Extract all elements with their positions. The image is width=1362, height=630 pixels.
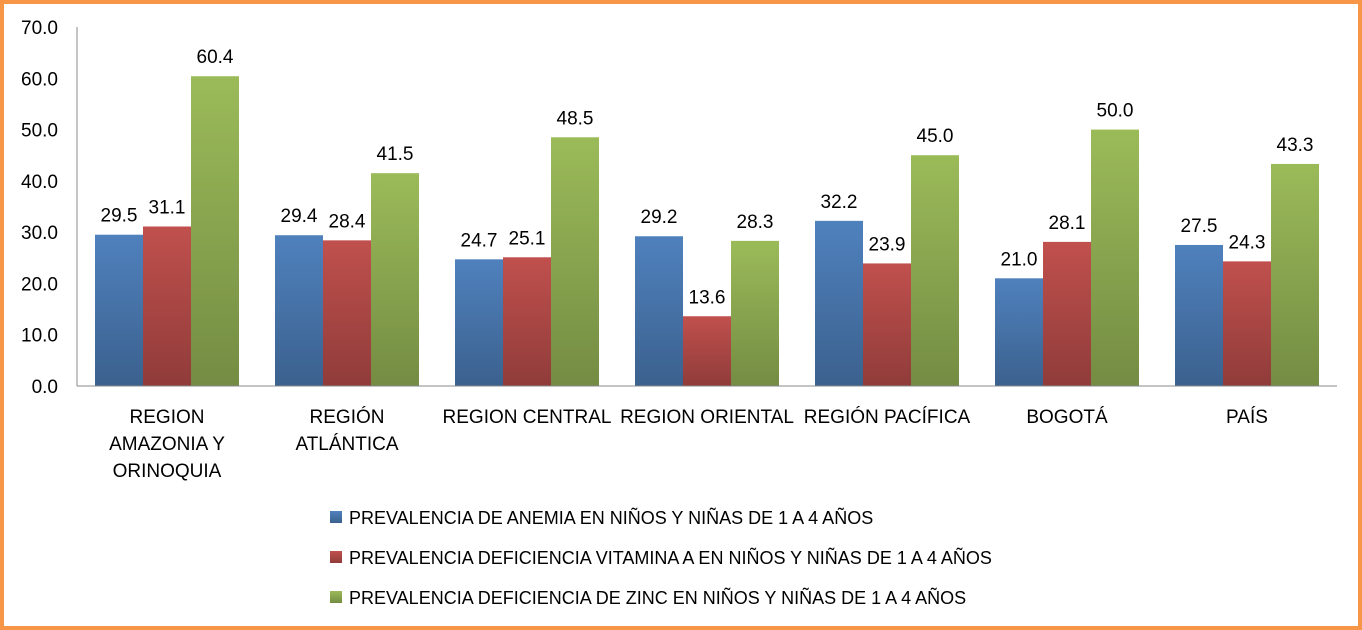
bar <box>1091 129 1139 387</box>
data-label: 21.0 <box>1001 249 1038 270</box>
legend-swatch <box>330 551 342 563</box>
x-tick-label: PAÍS <box>1226 407 1268 428</box>
bar <box>455 259 503 386</box>
legend-label: PREVALENCIA DEFICIENCIA VITAMINA A EN NI… <box>349 547 992 568</box>
bar <box>1175 244 1223 386</box>
data-label: 50.0 <box>1097 101 1134 122</box>
x-tick-label: REGION <box>130 407 205 428</box>
data-label: 41.5 <box>377 144 414 165</box>
y-tick-label: 70.0 <box>21 18 58 39</box>
data-label: 13.6 <box>689 287 726 308</box>
data-label: 24.3 <box>1229 232 1266 253</box>
x-tick-label: ORINOQUIA <box>113 461 222 482</box>
data-label: 29.5 <box>101 206 138 227</box>
bar <box>95 234 143 386</box>
legend-swatch <box>330 511 342 523</box>
x-tick-label: REGIÓN PACÍFICA <box>804 406 971 428</box>
bar <box>815 220 863 386</box>
data-label: 29.2 <box>641 207 678 228</box>
data-label: 24.7 <box>461 230 498 251</box>
x-tick-label: REGION CENTRAL <box>443 407 612 428</box>
data-label: 27.5 <box>1181 216 1218 237</box>
bar <box>995 278 1043 386</box>
bar <box>683 316 731 386</box>
y-tick-label: 40.0 <box>21 172 58 193</box>
y-tick-label: 0.0 <box>32 377 58 398</box>
bar <box>143 226 191 386</box>
data-label: 28.3 <box>737 212 774 233</box>
bar <box>323 240 371 386</box>
data-label: 23.9 <box>869 234 906 255</box>
data-label: 60.4 <box>197 47 234 68</box>
legend-label: PREVALENCIA DE ANEMIA EN NIÑOS Y NIÑAS D… <box>349 507 873 528</box>
y-tick-label: 50.0 <box>21 121 58 142</box>
data-label: 28.1 <box>1049 213 1086 234</box>
data-label: 29.4 <box>281 206 318 227</box>
x-tick-label: REGIÓN <box>310 406 385 428</box>
y-tick-label: 10.0 <box>21 326 58 347</box>
bar <box>863 263 911 386</box>
legend-swatch <box>330 591 342 603</box>
bar <box>551 137 599 386</box>
bar <box>275 235 323 386</box>
x-tick-label: REGION ORIENTAL <box>620 407 794 428</box>
y-tick-label: 30.0 <box>21 223 58 244</box>
x-tick-label: AMAZONIA Y <box>109 434 225 455</box>
bar <box>1223 261 1271 386</box>
data-label: 43.3 <box>1277 135 1314 156</box>
legend-label: PREVALENCIA DEFICIENCIA DE ZINC EN NIÑOS… <box>349 587 966 608</box>
data-label: 32.2 <box>821 192 858 213</box>
y-tick-label: 20.0 <box>21 274 58 295</box>
data-label: 48.5 <box>557 108 594 129</box>
bar <box>1271 163 1319 386</box>
x-tick-label: ATLÁNTICA <box>295 434 398 455</box>
bar <box>731 240 779 386</box>
data-label: 45.0 <box>917 126 954 147</box>
bar <box>371 173 419 386</box>
data-label: 28.4 <box>329 211 366 232</box>
bar <box>503 257 551 386</box>
y-tick-label: 60.0 <box>21 69 58 90</box>
data-label: 31.1 <box>149 198 186 219</box>
bar <box>1043 241 1091 386</box>
bar <box>191 76 239 386</box>
data-label: 25.1 <box>509 228 546 249</box>
x-tick-label: BOGOTÁ <box>1026 407 1108 428</box>
bar <box>635 236 683 386</box>
bar <box>911 155 959 386</box>
